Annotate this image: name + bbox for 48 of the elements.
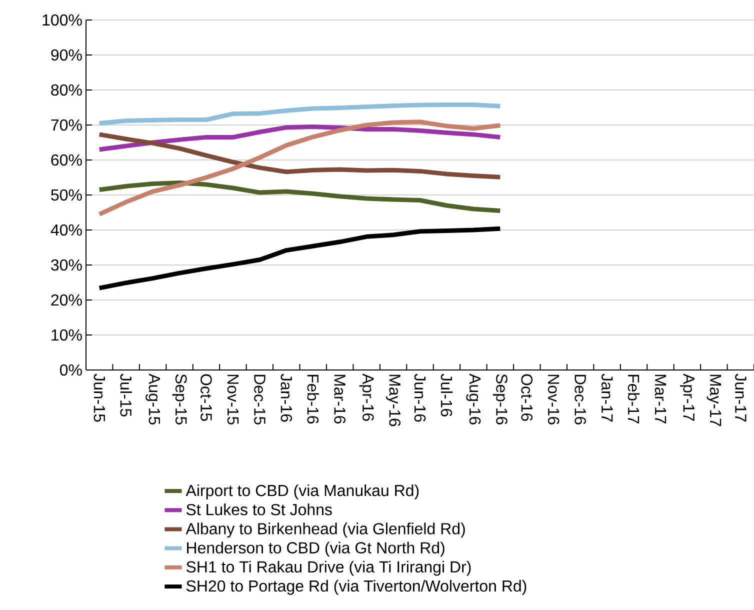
y-tick-label: 100% [42, 14, 82, 26]
x-tick-label: Jun-17 [735, 374, 746, 422]
x-tick-label: Jun-15 [94, 374, 105, 422]
y-tick-label: 80% [51, 84, 82, 96]
y-tick-label: 50% [51, 189, 82, 201]
y-tick-label: 60% [51, 154, 82, 166]
x-tick-label: Dec-15 [254, 374, 266, 424]
legend-label: Henderson to CBD (via Gt North Rd) [187, 542, 444, 557]
x-tick-label: Jul-15 [120, 374, 132, 416]
y-tick-label: 10% [52, 329, 82, 341]
line-series [97, 124, 502, 152]
line-series [97, 132, 502, 180]
x-tick-label: Dec-16 [574, 374, 586, 424]
line-series [97, 102, 502, 126]
x-tick-label: Aug-15 [146, 374, 160, 424]
x-tick-label: Oct-15 [200, 374, 212, 421]
legend-label: SH20 to Portage Rd (via Tiverton/Wolverton Rd) [186, 580, 526, 595]
x-tick-label: Nov-15 [227, 374, 239, 424]
x-tick-label: Jun-16 [414, 374, 426, 422]
line-series [97, 226, 502, 290]
x-tick-label: May-17 [706, 374, 722, 426]
x-tick-label: Jan-16 [280, 374, 292, 422]
x-tick-label: Feb-16 [307, 374, 319, 424]
x-tick-label: Nov-16 [548, 374, 560, 424]
y-tick-label: 20% [51, 294, 82, 306]
legend-label: Airport to CBD (via Manukau Rd) [186, 484, 419, 500]
x-tick-label: Oct-16 [521, 374, 533, 421]
x-tick-label: Jul-16 [440, 374, 453, 416]
y-tick-label: 40% [50, 224, 82, 236]
x-tick-label: Feb-17 [628, 374, 640, 424]
line-series [97, 120, 502, 216]
x-tick-label: Sep-16 [492, 374, 508, 424]
y-tick-label: 70% [51, 119, 82, 131]
legend-label: SH1 to Ti Rakau Drive (via Ti Irirangi Dr) [186, 560, 471, 576]
x-tick-label: Apr-17 [680, 374, 694, 421]
x-tick-label: Jan-17 [601, 374, 613, 422]
x-tick-label: Sep-15 [172, 374, 187, 424]
x-tick-label: Aug-16 [466, 374, 481, 424]
y-tick-label: 90% [51, 49, 82, 61]
x-tick-label: Apr-16 [359, 374, 374, 421]
legend-label: St Lukes to St Johns [186, 504, 332, 516]
y-tick-label: 0% [60, 364, 82, 376]
line-series [97, 180, 502, 213]
y-tick-label: 30% [51, 259, 82, 271]
legend-label: Albany to Birkenhead (via Glenfield Rd) [186, 522, 465, 538]
x-tick-label: Mar-17 [654, 374, 666, 424]
x-tick-label: May-16 [386, 374, 401, 426]
x-tick-label: Mar-16 [334, 374, 346, 424]
